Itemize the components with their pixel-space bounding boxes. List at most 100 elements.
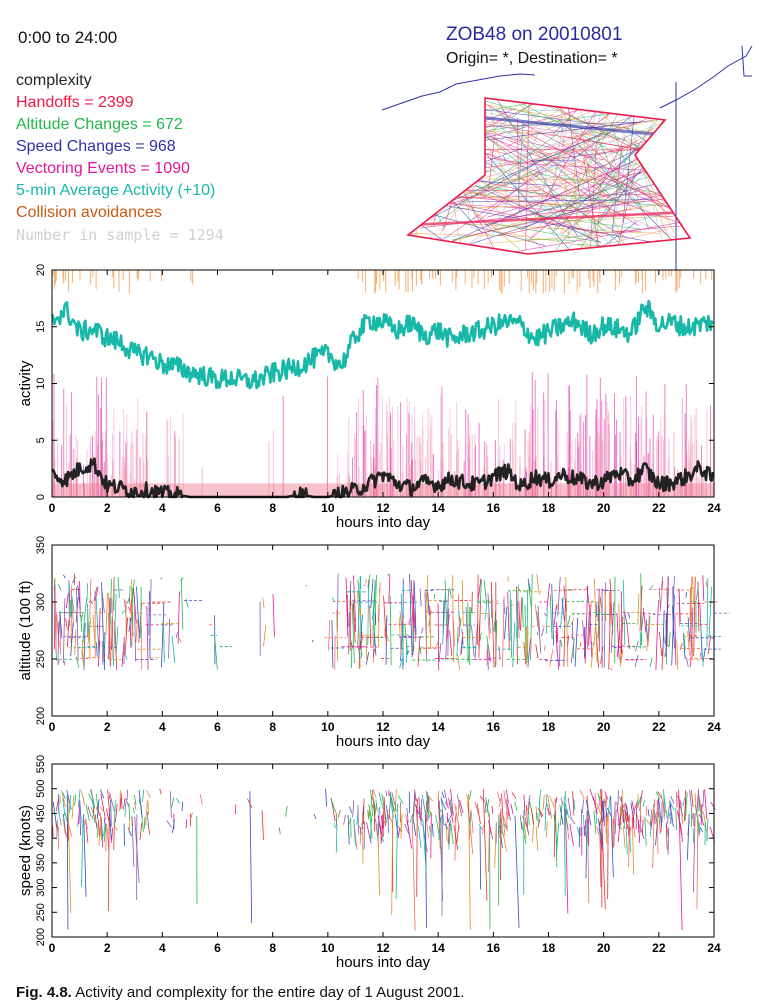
speed-trace (670, 796, 675, 804)
flight-track (434, 147, 524, 181)
altitude-trace (70, 600, 73, 617)
speed-trace (605, 816, 608, 844)
altitude-trace (180, 577, 184, 582)
speed-trace (514, 801, 518, 811)
altitude-trace (692, 576, 694, 604)
altitude-trace (597, 596, 601, 639)
altitude-trace (121, 610, 125, 614)
speed-trace (416, 808, 418, 818)
figure-caption: Fig. 4.8. Activity and complexity for th… (16, 984, 465, 1001)
altitude-trace (474, 623, 478, 658)
flight-track (488, 136, 495, 191)
altitude-trace (81, 639, 84, 660)
map-boundary-line (741, 45, 752, 77)
flight-track (408, 144, 523, 164)
speed-trace (444, 823, 449, 830)
altitude-trace (541, 627, 545, 637)
speed-trace (199, 794, 203, 805)
flight-track (561, 106, 682, 200)
altitude-trace (359, 614, 363, 650)
altitude-trace (417, 635, 421, 667)
speed-trace (545, 821, 548, 838)
speed-trace (538, 808, 544, 817)
speed-trace (662, 804, 665, 820)
altitude-trace (185, 598, 189, 608)
speed-trace (362, 812, 364, 864)
speed-trace (426, 790, 429, 814)
speed-trace (190, 812, 193, 819)
speed-trace (352, 800, 355, 818)
y-tick-label: 10 (35, 377, 47, 389)
flight-track (433, 128, 564, 226)
speed-trace (519, 815, 523, 830)
altitude-trace (331, 597, 335, 602)
speed-trace (126, 789, 128, 800)
altitude-trace (518, 587, 522, 593)
speed-trace (556, 822, 560, 852)
y-tick-label: 350 (35, 536, 47, 554)
altitude-trace (437, 603, 440, 671)
altitude-trace (90, 600, 93, 605)
altitude-trace (93, 587, 98, 602)
speed-trace (99, 807, 106, 814)
altitude-trace (357, 641, 361, 660)
speed-trace (482, 824, 484, 835)
speed-trace (454, 803, 460, 830)
flight-track (488, 123, 543, 243)
speed-trace (67, 821, 73, 838)
speed-trace (420, 799, 422, 826)
x-tick-label: 10 (321, 720, 335, 734)
speed-trace (479, 827, 482, 890)
speed-trace (397, 827, 401, 839)
x-tick-label: 0 (49, 720, 56, 734)
altitude-trace (65, 618, 68, 630)
flight-track (600, 150, 639, 175)
speed-trace (145, 801, 148, 826)
altitude-trace (365, 633, 368, 662)
collision-ticks (52, 270, 713, 294)
speed-trace (596, 803, 603, 818)
flight-track (454, 102, 483, 177)
speed-trace (412, 814, 417, 837)
altitude-trace (691, 586, 694, 590)
speed-trace (505, 789, 509, 804)
altitude-trace (180, 578, 184, 630)
altitude-trace (82, 615, 85, 643)
speed-trace (285, 805, 288, 817)
speed-trace (656, 800, 659, 854)
flight-track (622, 98, 668, 254)
speed-trace (622, 815, 624, 823)
altitude-trace (63, 661, 66, 666)
x-tick-label: 14 (431, 501, 445, 515)
sector-tracks (408, 98, 690, 254)
x-tick-label: 6 (214, 501, 221, 515)
altitude-trace (328, 620, 331, 651)
legend-average-activity: 5-min Average Activity (+10) (16, 182, 216, 199)
speed-trace (127, 827, 132, 837)
altitude-trace (168, 618, 170, 659)
altitude-trace (148, 591, 150, 636)
speed-trace (698, 813, 705, 826)
speed-trace (657, 791, 662, 799)
x-tick-label: 10 (321, 941, 335, 955)
altitude-trace (74, 628, 77, 655)
altitude-trace (544, 645, 546, 651)
flight-track (410, 137, 424, 246)
flight-track (552, 112, 619, 234)
speed-trace (594, 793, 597, 808)
speed-trace (585, 826, 588, 852)
altitude-trace (89, 579, 92, 619)
speed-trace (370, 819, 372, 843)
altitude-trace (551, 584, 555, 646)
speed-trace (171, 797, 175, 808)
speed-trace (642, 819, 644, 836)
altitude-trace (574, 617, 579, 667)
flight-track (638, 160, 675, 234)
altitude-trace (412, 625, 415, 654)
speed-trace (110, 827, 114, 843)
altitude-trace (672, 576, 675, 614)
speed-trace (535, 826, 539, 851)
altitude-trace (563, 598, 566, 667)
legend-altitude-changes: Altitude Changes = 672 (16, 116, 183, 133)
speed-trace (125, 798, 130, 807)
